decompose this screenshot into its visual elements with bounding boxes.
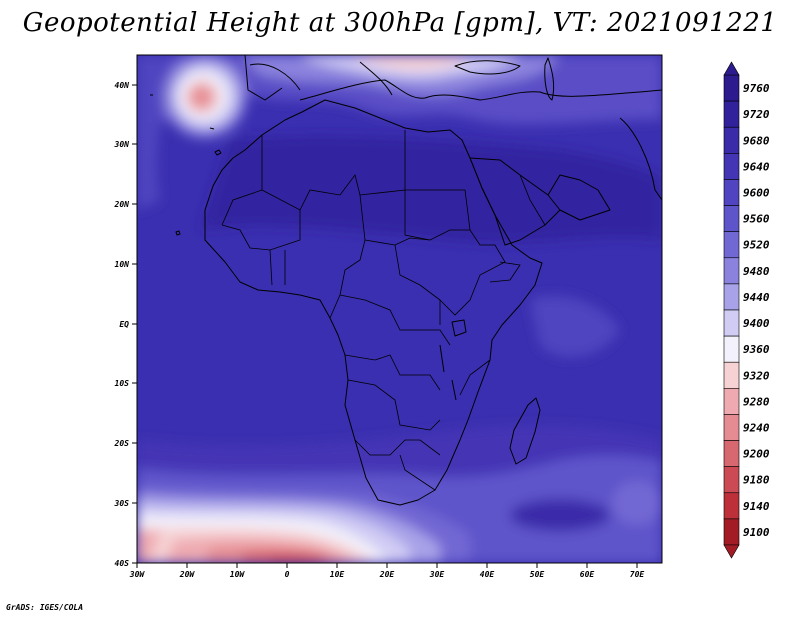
- lon-label: 70E: [630, 570, 645, 579]
- colorbar-label: 9240: [743, 422, 770, 435]
- colorbar-swatch: [723, 414, 740, 441]
- colorbar-swatch: [723, 440, 740, 467]
- colorbar-label: 9180: [743, 474, 770, 487]
- lat-label: 30N: [114, 140, 130, 149]
- colorbar-swatch: [723, 179, 740, 206]
- lon-label: 10W: [230, 570, 246, 579]
- lat-label: 40N: [115, 81, 130, 90]
- colorbar-label: 9100: [743, 526, 770, 539]
- lat-label: 10N: [115, 260, 130, 269]
- colorbar-label: 9440: [743, 291, 770, 304]
- colorbar-swatch: [723, 74, 740, 102]
- lat-label: 20S: [114, 439, 130, 448]
- colorbar-label: 9560: [743, 213, 770, 226]
- map-frame: [136, 54, 663, 564]
- colorbar-label: 9320: [743, 369, 770, 382]
- lon-label: 60E: [580, 570, 595, 579]
- height-field: [137, 55, 662, 563]
- colorbar-label: 9480: [743, 265, 770, 278]
- lat-label: 20N: [114, 200, 130, 209]
- colorbar-label: 9280: [743, 395, 770, 408]
- lon-label: 30E: [429, 570, 445, 579]
- lon-label: 50E: [530, 570, 545, 579]
- colorbar-swatch: [723, 231, 740, 259]
- colorbar-label: 9720: [743, 108, 770, 121]
- colorbar-swatch: [723, 100, 740, 128]
- colorbar-bottom-arrow: [723, 544, 740, 559]
- colorbar-swatch: [723, 309, 740, 337]
- colorbar-swatch: [723, 466, 740, 494]
- colorbar-swatch: [723, 205, 740, 232]
- chart-title: Geopotential Height at 300hPa [gpm], VT:…: [22, 8, 778, 38]
- colorbar-label: 9400: [743, 317, 770, 330]
- colorbar: 9760 9720 9680 9640 9600 9560 9520 9480 9440 9400…: [723, 61, 770, 559]
- colorbar-label: 9640: [743, 160, 770, 173]
- credit-text: GrADS: IGES/COLA: [6, 603, 84, 612]
- colorbar-swatch: [723, 153, 740, 180]
- colorbar-swatch: [723, 492, 740, 520]
- lon-label: 0: [285, 570, 290, 579]
- colorbar-swatch: [723, 388, 740, 415]
- lon-label: 40E: [480, 570, 495, 579]
- colorbar-swatch: [723, 126, 740, 154]
- colorbar-label: 9600: [743, 187, 770, 200]
- lat-label: 30S: [114, 499, 130, 508]
- colorbar-label: 9200: [743, 448, 770, 461]
- colorbar-swatch: [723, 335, 740, 363]
- coastlines: [150, 55, 662, 506]
- colorbar-label: 9760: [743, 82, 770, 95]
- colorbar-swatch: [723, 518, 740, 546]
- colorbar-label: 9680: [743, 134, 770, 147]
- colorbar-label: 9140: [743, 500, 770, 513]
- colorbar-label: 9520: [743, 239, 770, 252]
- lon-label: 20E: [379, 570, 395, 579]
- lat-label: 40S: [115, 559, 130, 568]
- colorbar-swatch: [723, 257, 740, 285]
- colorbar-swatch: [723, 361, 740, 389]
- latitude-labels: 40N 30N 20N 10N EQ 10S 20S 30S 40S: [114, 81, 130, 568]
- lon-label: 30W: [129, 570, 146, 579]
- colorbar-swatch: [723, 283, 740, 311]
- colorbar-top-arrow: [723, 61, 740, 76]
- lon-label: 20W: [179, 570, 196, 579]
- axis-ticks: [132, 84, 638, 568]
- lon-label: 10E: [330, 570, 345, 579]
- lat-label: 10S: [115, 379, 130, 388]
- country-borders: [221, 130, 546, 491]
- longitude-labels: 30W 20W 10W 0 10E 20E 30E 40E 50E 60E 70…: [129, 570, 645, 579]
- lat-label: EQ: [119, 320, 129, 329]
- colorbar-label: 9360: [743, 343, 770, 356]
